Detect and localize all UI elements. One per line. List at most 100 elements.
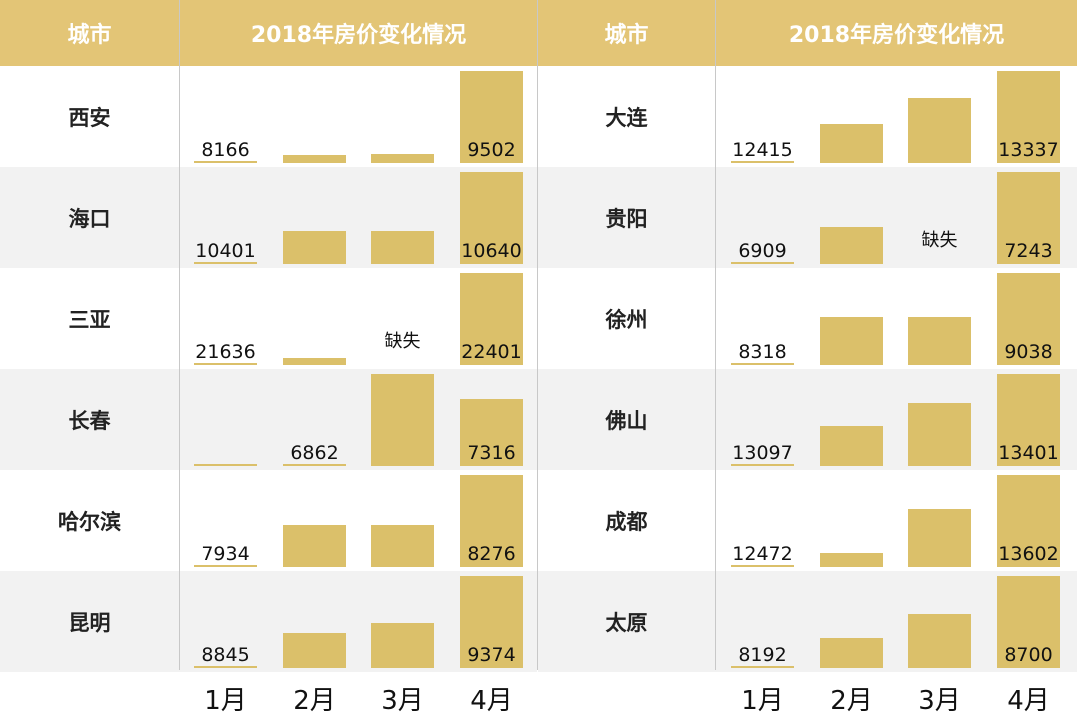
divider-middle [537,0,538,670]
row-background [0,369,537,470]
bar-baseline [731,363,794,365]
city-name: 哈尔滨 [58,509,121,534]
row-background [538,66,1077,167]
bar [283,525,346,567]
bar [283,358,346,365]
bar-baseline [194,666,257,668]
bar-baseline [283,464,346,466]
data-label: 8276 [467,543,516,565]
data-label: 9374 [467,644,516,666]
data-label: 6862 [290,442,339,464]
data-label: 7934 [201,543,250,565]
change-header-right: 2018年房价变化情况 [716,0,1077,66]
bar-baseline [194,464,257,466]
bar [460,576,523,668]
house-price-table: 城市 2018年房价变化情况 城市 2018年房价变化情况 西安 8166 9502… [0,0,1077,672]
bar [997,71,1060,163]
missing-label: 缺失 [921,230,958,251]
row-background [538,167,1077,268]
bar-baseline [731,262,794,264]
bar [820,226,883,264]
bar [997,172,1060,264]
row-background [538,571,1077,672]
city-name: 徐州 [605,307,648,332]
row-background [538,369,1077,470]
bar-baseline [731,464,794,466]
month-label: 3月 [381,686,424,716]
bar [820,124,883,163]
data-label: 8192 [738,644,787,666]
data-label: 8700 [1004,644,1053,666]
month-label: 4月 [470,686,513,716]
bar [460,399,523,466]
data-label: 6909 [738,240,787,262]
bar [283,633,346,668]
data-label: 13602 [998,543,1059,565]
bar [820,316,883,365]
row-background [0,268,537,369]
bar [283,230,346,264]
city-name: 成都 [605,509,648,534]
city-name: 长春 [68,408,111,433]
change-header-left: 2018年房价变化情况 [180,0,537,66]
data-label: 13097 [732,442,793,464]
bar [371,374,434,466]
data-label: 10640 [461,240,522,262]
data-label: 10401 [195,240,256,262]
month-label: 3月 [918,686,961,716]
bar-baseline [194,363,257,365]
city-header-left: 城市 [0,0,179,66]
bar [371,230,434,264]
bar-baseline [194,161,257,163]
bar [460,273,523,365]
month-label: 2月 [293,686,336,716]
bar [460,71,523,163]
bar [908,403,971,466]
bar [908,614,971,668]
city-name: 海口 [68,206,111,231]
row-background [0,571,537,672]
bar [997,576,1060,668]
bar-baseline [731,565,794,567]
city-header-right: 城市 [538,0,715,66]
bar [460,172,523,264]
bar [908,98,971,163]
city-name: 佛山 [605,408,648,433]
row-background [538,470,1077,571]
row-background [538,268,1077,369]
bar [997,273,1060,365]
city-name: 西安 [68,105,111,130]
bar-baseline [194,262,257,264]
data-label: 12472 [732,543,793,565]
city-name: 三亚 [68,307,111,332]
bar [283,154,346,163]
city-name: 昆明 [68,610,111,635]
data-label: 9502 [467,139,516,161]
data-label: 8166 [201,139,250,161]
divider-left-city [179,0,180,670]
data-label: 22401 [461,341,522,363]
bar [820,638,883,668]
row-background [0,167,537,268]
month-label: 4月 [1007,686,1050,716]
bar [371,154,434,163]
city-name: 太原 [605,610,648,635]
bar [997,374,1060,466]
data-label: 13401 [998,442,1059,464]
city-name: 贵阳 [605,206,648,231]
data-label: 21636 [195,341,256,363]
bar-baseline [731,161,794,163]
bar [460,475,523,567]
bar [997,475,1060,567]
bar [820,426,883,466]
row-background [0,66,537,167]
bar [820,553,883,567]
month-label: 1月 [741,686,784,716]
bar [371,525,434,567]
data-label: 8845 [201,644,250,666]
data-label: 7243 [1004,240,1053,262]
data-label: 13337 [998,139,1059,161]
data-label: 8318 [738,341,787,363]
missing-label: 缺失 [384,331,421,352]
divider-right-city [715,0,716,670]
